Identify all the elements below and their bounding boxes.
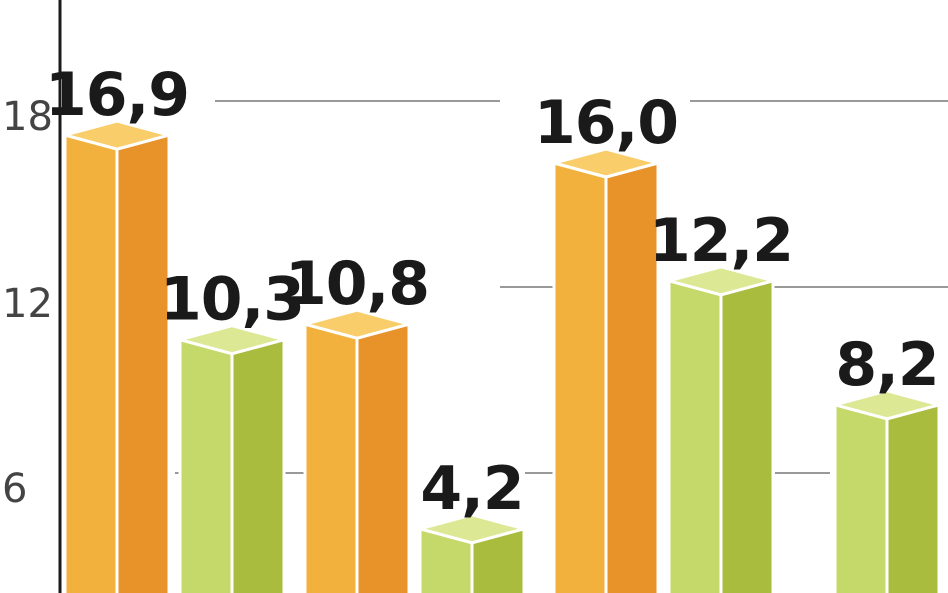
- bar: [552, 147, 660, 593]
- y-tick-label: 6: [2, 466, 27, 512]
- bar: [178, 324, 286, 593]
- bar-side-face: [719, 279, 775, 593]
- bar-top-face: [667, 265, 775, 297]
- bar-side-face: [885, 403, 941, 593]
- bar-front-face: [667, 279, 723, 593]
- bar: [833, 389, 941, 593]
- bar-top-face: [178, 324, 286, 356]
- bar-top-face: [303, 308, 411, 340]
- y-tick-label: 18: [2, 94, 53, 140]
- data-label: 10,3: [160, 265, 304, 335]
- bar: [667, 265, 775, 593]
- bar-top-face: [552, 147, 660, 179]
- data-label: 12,2: [649, 206, 793, 276]
- bar-front-face: [178, 338, 234, 593]
- bar: [303, 308, 411, 593]
- data-label: 16,0: [534, 88, 678, 158]
- data-label: 10,8: [285, 249, 429, 319]
- bar: [418, 513, 526, 593]
- data-labels: 16,9 10,3 10,8 4,2 16,0 12,2 8,2: [45, 60, 940, 524]
- bars: [63, 119, 941, 593]
- bar-side-face: [115, 133, 171, 593]
- bar-top-face: [418, 513, 526, 545]
- bar-front-face: [63, 133, 119, 593]
- bar-front-face: [303, 322, 359, 593]
- bar: [63, 119, 171, 593]
- data-label: 4,2: [420, 454, 523, 524]
- y-tick-label: 12: [2, 281, 53, 327]
- bar-side-face: [355, 322, 411, 593]
- bar-front-face: [552, 161, 608, 593]
- bar-top-face: [63, 119, 171, 151]
- bar-side-face: [230, 338, 286, 593]
- bar-front-face: [833, 403, 889, 593]
- y-axis-ticks: 6 12 18: [2, 94, 53, 512]
- data-label: 8,2: [835, 330, 938, 400]
- bar-top-face: [833, 389, 941, 421]
- data-label: 16,9: [45, 60, 189, 130]
